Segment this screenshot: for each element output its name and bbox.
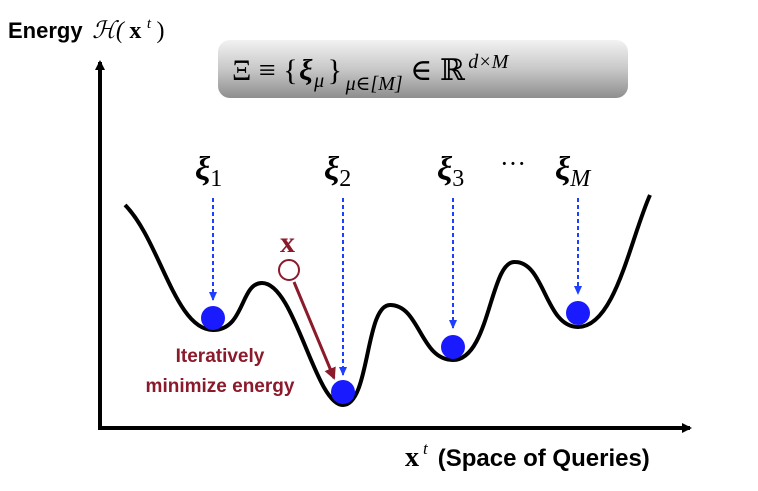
x-axis-label: x t (Space of Queries) — [405, 434, 650, 473]
pattern-index: 3 — [452, 166, 464, 192]
pattern-symbol: ξ — [324, 151, 340, 188]
memory-ball — [331, 380, 355, 404]
label-part: (Space of Queries) — [438, 445, 650, 472]
pattern-symbol: ξ — [437, 151, 453, 188]
formula-part: μ∈[M] — [345, 73, 403, 95]
memory-ball — [566, 301, 590, 325]
pattern-symbol: ξ — [195, 151, 211, 188]
formula-part: ∈ ℝ — [410, 54, 466, 87]
pattern-label: ξ1 — [195, 151, 222, 192]
pattern-index: M — [569, 166, 592, 192]
label-part: x — [405, 442, 419, 473]
descent-arrow — [292, 281, 336, 380]
y-axis-label: Energy ℋ( x t ) — [8, 8, 164, 44]
formula-part: } — [328, 54, 342, 87]
label-part: t — [423, 439, 429, 458]
label-part: ) — [156, 18, 164, 44]
formula-part: μ — [313, 70, 324, 92]
formula-part: Ξ ≡ { — [232, 54, 298, 87]
query-label: x — [280, 226, 295, 259]
formula-box — [218, 40, 628, 98]
pattern-index: 1 — [210, 166, 222, 192]
memory-ball — [441, 335, 465, 359]
pattern-label: ξM — [555, 151, 592, 192]
pattern-symbol: ξ — [555, 151, 571, 188]
label-part: ℋ( — [92, 18, 126, 44]
label-part: x — [129, 18, 141, 44]
label-part: t — [147, 16, 152, 32]
pattern-index: 2 — [339, 166, 351, 192]
formula-part: d×M — [468, 51, 509, 73]
formula: Ξ ≡ { ξ μ } μ∈[M] ∈ ℝ d×M — [232, 51, 510, 97]
formula-part: ξ — [299, 54, 313, 87]
pattern-label: ξ3 — [437, 151, 464, 192]
annotation-line: minimize energy — [146, 376, 295, 397]
ellipsis: ··· — [500, 149, 526, 178]
memory-ball — [201, 306, 225, 330]
label-part: Energy — [8, 18, 83, 43]
annotation-line: Iteratively — [176, 346, 265, 367]
query-point — [278, 259, 300, 281]
energy-curve — [123, 194, 652, 408]
pattern-label: ξ2 — [324, 151, 351, 192]
